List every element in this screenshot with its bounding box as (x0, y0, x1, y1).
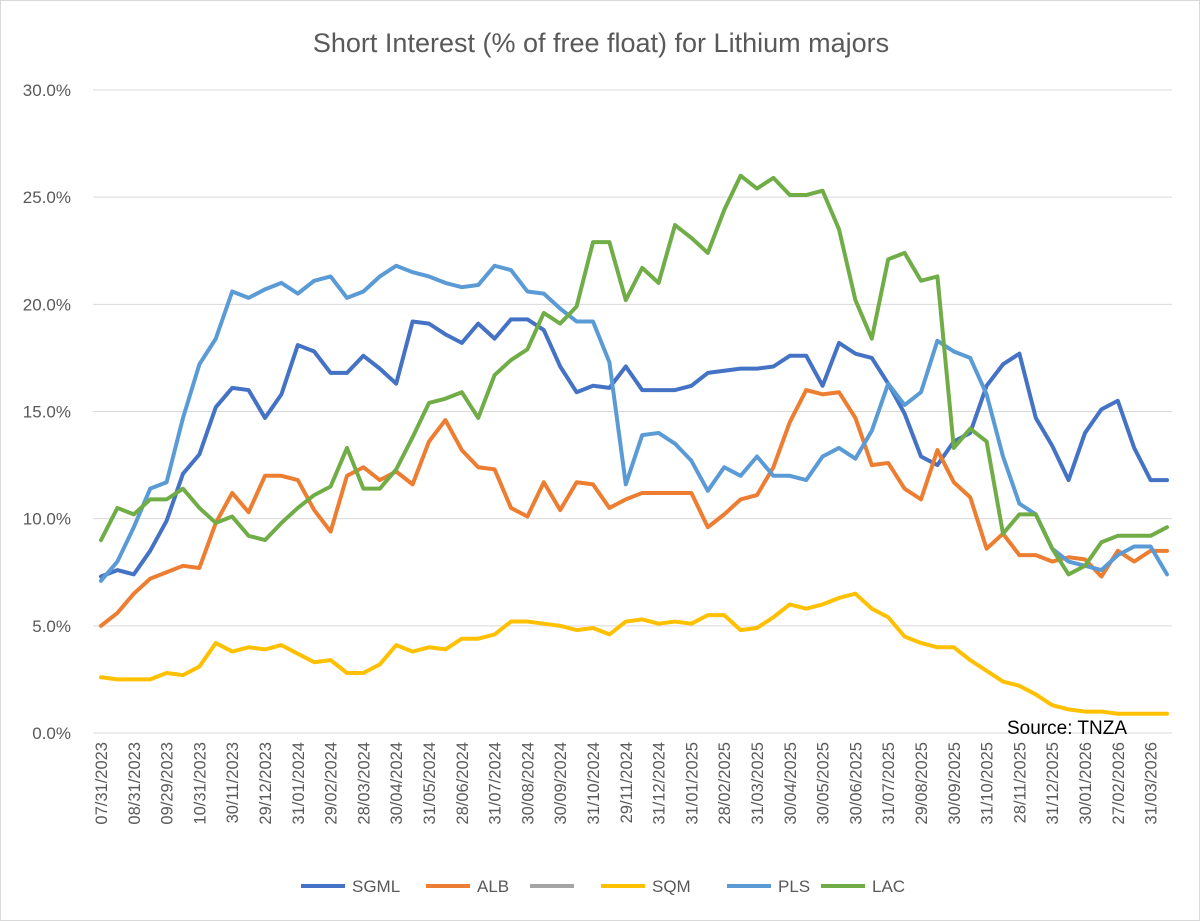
y-axis: 0.0% 5.0% 10.0% 15.0% 20.0% 25.0% 30.0% (23, 81, 71, 743)
series-line-pls (99, 263, 1169, 583)
y-tick-label: 30.0% (23, 81, 71, 100)
x-tick-label: 31/01/2025 (683, 742, 701, 825)
series-lines (99, 173, 1169, 716)
y-tick-label: 25.0% (23, 188, 71, 207)
x-tick-label: 31/10/2025 (979, 742, 997, 825)
x-tick-label: 31/07/2025 (880, 742, 898, 825)
x-tick-label: 29/12/2023 (257, 742, 275, 825)
legend-label: SGML (352, 877, 400, 896)
series-line-lac (99, 173, 1169, 577)
x-tick-label: 30/11/2023 (224, 742, 242, 823)
x-tick-label: 28/02/2025 (716, 742, 734, 825)
x-tick-label: 30/05/2025 (815, 742, 833, 825)
series-line-sqm (99, 591, 1169, 716)
legend-label: SQM (652, 877, 691, 896)
x-tick-label: 31/01/2024 (290, 742, 308, 825)
x-tick-label: 29/02/2024 (323, 742, 341, 825)
x-tick-label: 31/05/2024 (421, 742, 439, 825)
x-tick-label: 28/11/2025 (1011, 742, 1029, 823)
x-tick-label: 10/31/2023 (191, 742, 209, 825)
x-tick-label: 30/08/2024 (519, 742, 537, 825)
series-line-alb (99, 388, 1169, 628)
legend-label: PLS (778, 877, 810, 896)
x-tick-label: 29/08/2025 (913, 742, 931, 825)
gridlines (93, 89, 1172, 734)
x-tick-label: 30/09/2025 (946, 742, 964, 825)
x-tick-label: 28/06/2024 (454, 742, 472, 825)
x-tick-label: 30/04/2024 (388, 742, 406, 825)
x-tick-label: 31/12/2025 (1044, 742, 1062, 825)
x-tick-label: 29/11/2024 (618, 742, 636, 823)
x-tick-label: 08/31/2023 (126, 742, 144, 825)
chart-title: Short Interest (% of free float) for Lit… (313, 28, 889, 58)
y-tick-label: 10.0% (23, 510, 71, 529)
x-tick-label: 30/04/2025 (782, 742, 800, 825)
legend: SGML ALB SQM PLS LAC (301, 877, 905, 896)
legend-label: ALB (477, 877, 509, 896)
x-tick-label: 31/12/2024 (651, 742, 669, 825)
x-tick-label: 30/01/2026 (1077, 742, 1095, 825)
x-axis: 07/31/2023 08/31/2023 09/29/2023 10/31/2023… (93, 742, 1161, 825)
x-tick-label: 09/29/2023 (159, 742, 177, 825)
x-tick-label: 30/06/2025 (847, 742, 865, 825)
x-tick-label: 28/03/2024 (355, 742, 373, 825)
series-line-sgml (99, 317, 1169, 579)
x-tick-label: 31/03/2025 (749, 742, 767, 825)
y-tick-label: 5.0% (32, 617, 71, 636)
legend-label: LAC (872, 877, 905, 896)
x-tick-label: 31/07/2024 (487, 742, 505, 825)
x-tick-label: 27/02/2026 (1110, 742, 1128, 825)
x-tick-label: 31/10/2024 (585, 742, 603, 825)
x-tick-label: 30/09/2024 (552, 742, 570, 825)
y-tick-label: 15.0% (23, 403, 71, 422)
x-tick-label: 31/03/2026 (1143, 742, 1161, 825)
source-note: Source: TNZA (1007, 718, 1127, 739)
y-tick-label: 20.0% (23, 295, 71, 314)
x-tick-label: 07/31/2023 (93, 742, 111, 825)
y-tick-label: 0.0% (32, 724, 71, 743)
